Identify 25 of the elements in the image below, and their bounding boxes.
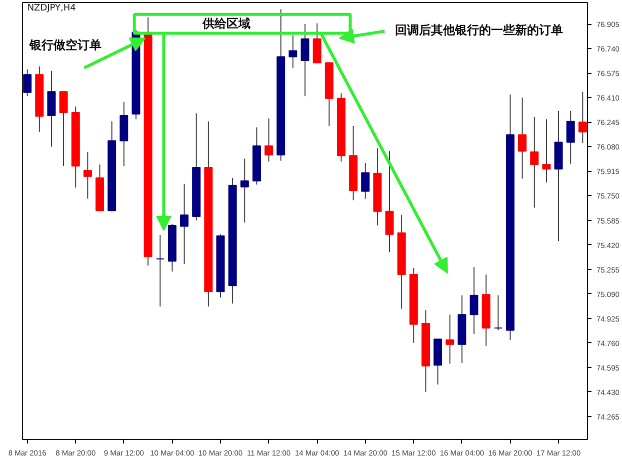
candlestick (47, 70, 56, 148)
candlestick (470, 266, 478, 334)
annotation: 供给区域 (202, 16, 251, 30)
candlestick (494, 294, 502, 331)
annotation: 银行做空订单 (28, 38, 102, 52)
annotation: 回调后其他银行的一些新的订单 (395, 23, 564, 38)
candlestick (156, 234, 164, 307)
candlestick (83, 151, 92, 200)
candlestick (385, 150, 394, 253)
candlestick (180, 183, 189, 265)
candlestick (240, 158, 249, 223)
candlestick (288, 34, 298, 68)
candlestick (361, 162, 370, 200)
candlestick (59, 91, 68, 167)
chart-title: NZDJPY,H4 (27, 3, 76, 14)
candlestick (446, 314, 454, 364)
candlestick (518, 97, 527, 180)
candlestick (264, 118, 274, 162)
candlestick (566, 110, 575, 164)
candlestick (578, 91, 587, 144)
candlestick (530, 116, 539, 208)
candlestick (542, 118, 551, 183)
candlestick (23, 68, 32, 97)
candlestick (300, 24, 310, 97)
candlestick (312, 22, 322, 64)
